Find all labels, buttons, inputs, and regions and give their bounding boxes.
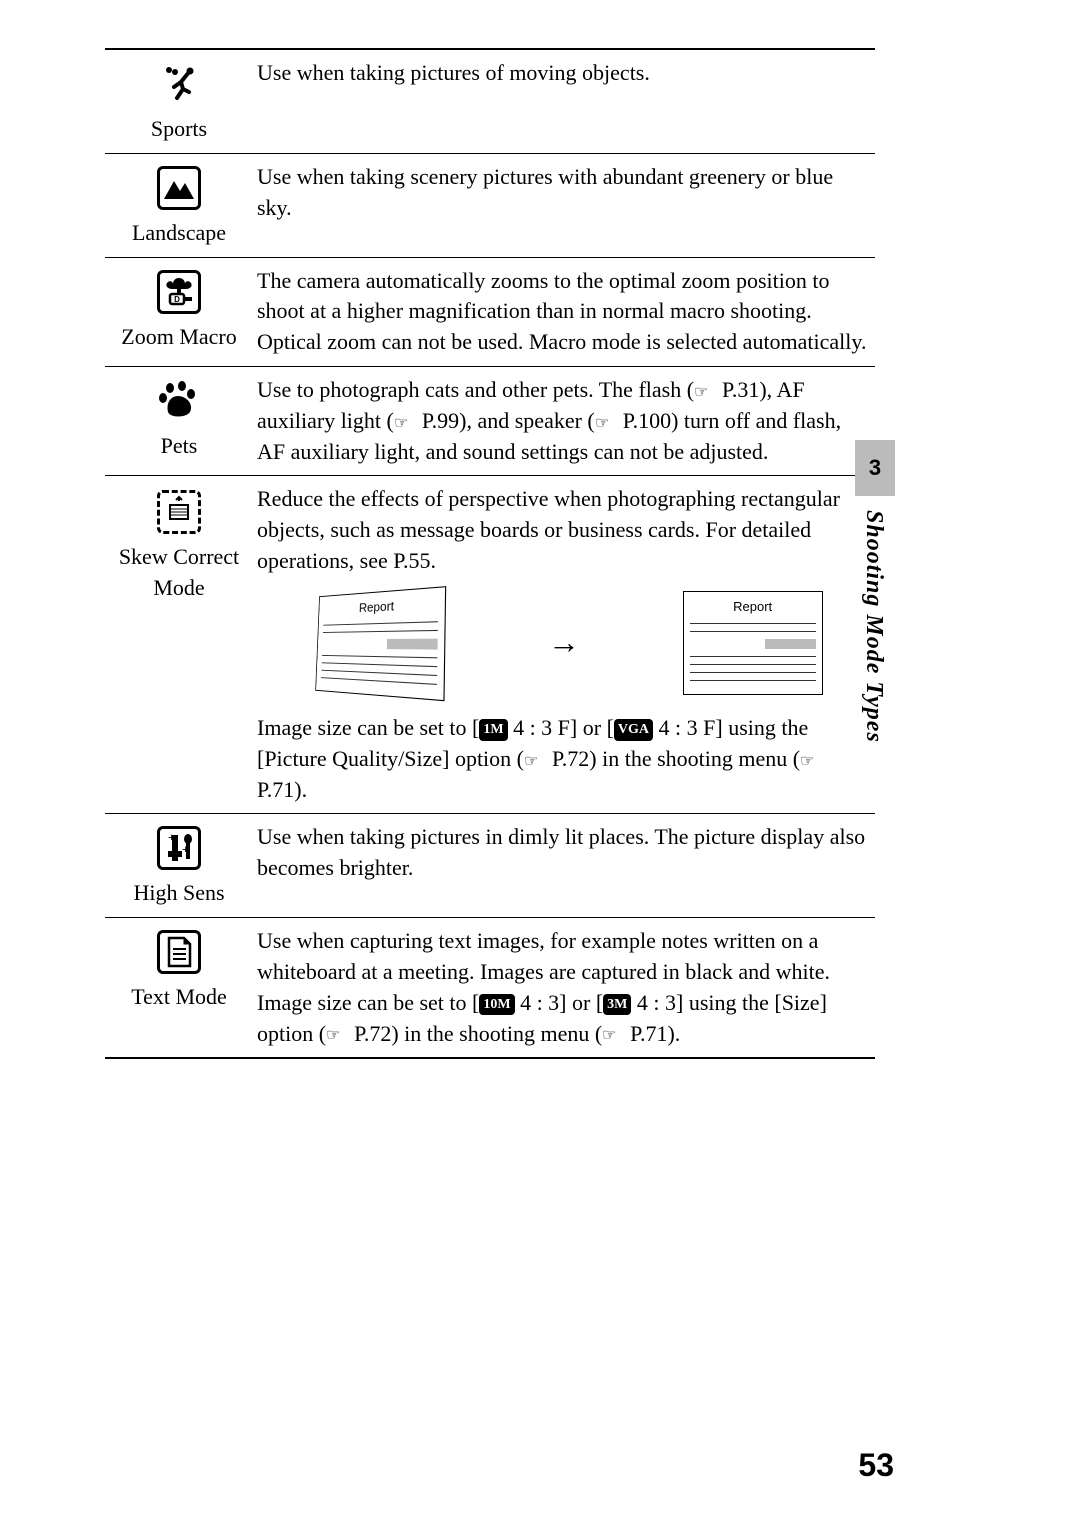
size-badge-vga: VGA (614, 719, 653, 741)
text-paragraph: Use when capturing text images, for exam… (257, 926, 871, 988)
text-paragraph: Reduce the effects of perspective when p… (257, 484, 871, 576)
mode-cell-pets: Pets (105, 366, 253, 475)
table-row: D Zoom Macro The camera automatically zo… (105, 257, 875, 366)
text-segment: P.99), and speaker ( (422, 408, 595, 433)
figure-label: Report (324, 594, 439, 618)
size-badge-1m: 1M (479, 719, 507, 741)
table-row: Sports Use when taking pictures of movin… (105, 49, 875, 153)
mode-label-line1: Skew Correct (109, 542, 249, 573)
text-segment: Image size can be set to [ (257, 715, 479, 740)
desc-skew: Reduce the effects of perspective when p… (253, 476, 875, 814)
desc-landscape: Use when taking scenery pictures with ab… (253, 153, 875, 257)
size-badge-3m: 3M (603, 994, 631, 1016)
svg-text:☞: ☞ (394, 415, 408, 432)
text-segment: Use to photograph cats and other pets. T… (257, 377, 694, 402)
pets-icon (157, 379, 201, 423)
mode-label: Pets (109, 431, 249, 462)
mode-cell-textmode: Text Mode (105, 918, 253, 1059)
size-badge-10m: 10M (479, 994, 514, 1016)
desc-pets: Use to photograph cats and other pets. T… (253, 366, 875, 475)
reference-icon: ☞ (694, 383, 722, 401)
mode-label-line2: Mode (109, 573, 249, 604)
svg-text:D: D (174, 295, 180, 304)
sports-icon (157, 62, 201, 106)
mode-label: Sports (109, 114, 249, 145)
desc-textmode: Use when capturing text images, for exam… (253, 918, 875, 1059)
landscape-icon (157, 166, 201, 210)
text-segment: P.72) in the shooting menu ( (354, 1021, 602, 1046)
skew-correct-icon (157, 490, 201, 534)
desc-zoommacro: The camera automatically zooms to the op… (253, 257, 875, 366)
reference-icon: ☞ (595, 414, 623, 432)
table-row: Text Mode Use when capturing text images… (105, 918, 875, 1059)
mode-label: High Sens (109, 878, 249, 909)
text-segment: 4 : 3] or [ (515, 990, 604, 1015)
scene-mode-table: Sports Use when taking pictures of movin… (105, 48, 875, 1059)
chapter-tab: 3 (855, 440, 895, 496)
chapter-number: 3 (869, 455, 881, 481)
mode-cell-highsens: ++ High Sens (105, 814, 253, 918)
arrow-icon: → (548, 620, 580, 665)
mode-cell-zoommacro: D Zoom Macro (105, 257, 253, 366)
table-row: Landscape Use when taking scenery pictur… (105, 153, 875, 257)
text-segment: Image size can be set to [ (257, 990, 479, 1015)
svg-text:+: + (168, 831, 175, 844)
text-segment: P.72) in the shooting menu ( (552, 746, 800, 771)
text-segment: P.71). (257, 777, 307, 802)
reference-icon: ☞ (602, 1026, 630, 1044)
reference-icon: ☞ (524, 752, 552, 770)
figure-label: Report (690, 598, 816, 616)
mode-label: Zoom Macro (109, 322, 249, 353)
mode-label: Landscape (109, 218, 249, 249)
table-row: Skew Correct Mode Reduce the effects of … (105, 476, 875, 814)
skew-diagram: Report → Report (257, 591, 871, 695)
table-row: Pets Use to photograph cats and other pe… (105, 366, 875, 475)
table-row: ++ High Sens Use when taking pictures in… (105, 814, 875, 918)
page-number: 53 (858, 1447, 894, 1484)
text-mode-icon (157, 930, 201, 974)
desc-highsens: Use when taking pictures in dimly lit pl… (253, 814, 875, 918)
corrected-document-figure: Report (683, 591, 823, 695)
mode-cell-landscape: Landscape (105, 153, 253, 257)
desc-sports: Use when taking pictures of moving objec… (253, 49, 875, 153)
reference-icon: ☞ (394, 414, 422, 432)
svg-text:☞: ☞ (326, 1027, 340, 1044)
high-sens-icon: ++ (157, 826, 201, 870)
chapter-title: Shooting Mode Types (860, 510, 887, 743)
svg-text:☞: ☞ (524, 753, 538, 770)
svg-text:☞: ☞ (595, 415, 609, 432)
content-area: Sports Use when taking pictures of movin… (105, 48, 875, 1059)
mode-cell-sports: Sports (105, 49, 253, 153)
zoom-macro-icon: D (157, 270, 201, 314)
text-segment: P.71). (630, 1021, 680, 1046)
mode-label: Text Mode (109, 982, 249, 1013)
reference-icon: ☞ (326, 1026, 354, 1044)
svg-text:☞: ☞ (694, 384, 708, 401)
text-paragraph: Image size can be set to [1M 4 : 3 F] or… (257, 713, 871, 805)
text-segment: 4 : 3 F] or [ (508, 715, 614, 740)
skewed-document-figure: Report (316, 586, 447, 701)
text-paragraph: Image size can be set to [10M 4 : 3] or … (257, 988, 871, 1050)
svg-text:☞: ☞ (800, 753, 814, 770)
mode-cell-skew: Skew Correct Mode (105, 476, 253, 814)
reference-icon: ☞ (800, 752, 828, 770)
svg-text:☞: ☞ (602, 1027, 616, 1044)
